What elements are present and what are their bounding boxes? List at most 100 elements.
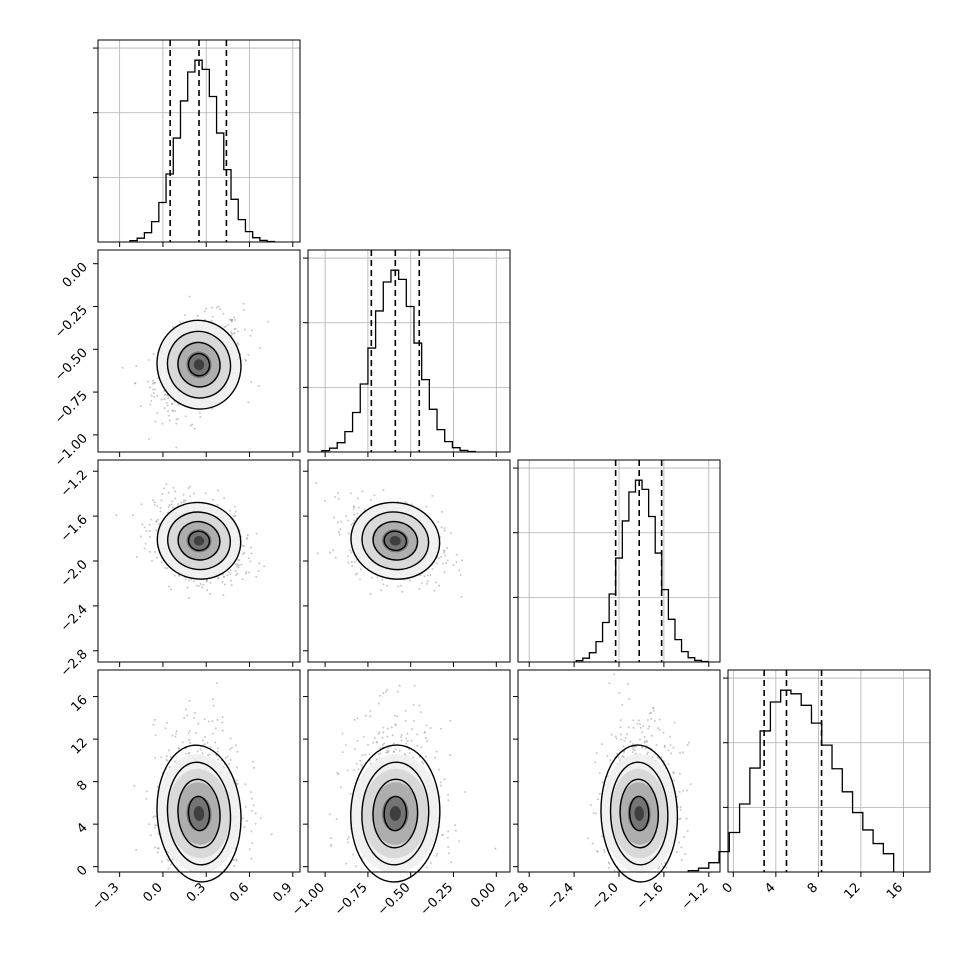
scatter-point	[633, 745, 636, 748]
scatter-point	[250, 809, 253, 812]
scatter-point	[156, 847, 159, 850]
scatter-point	[154, 551, 157, 554]
scatter-point	[685, 789, 688, 792]
scatter-point	[356, 717, 359, 720]
contour-3	[350, 501, 441, 580]
density-level	[634, 806, 644, 821]
scatter-point	[203, 743, 206, 746]
scatter-point	[420, 582, 423, 585]
scatter-point	[661, 865, 664, 868]
scatter-point	[167, 867, 170, 870]
scatter-point	[186, 714, 189, 717]
scatter-point	[233, 864, 236, 867]
scatter-point	[411, 728, 414, 731]
scatter-point	[252, 760, 255, 763]
scatter-point	[443, 529, 446, 532]
scatter-point	[203, 736, 206, 739]
scatter-point	[645, 740, 648, 743]
scatter-point	[165, 721, 168, 724]
scatter-point	[167, 414, 170, 417]
scatter-point	[148, 529, 151, 532]
scatter-point	[662, 731, 665, 734]
scatter-point	[615, 737, 618, 740]
scatter-point	[160, 398, 163, 401]
scatter-point	[416, 744, 419, 747]
scatter-point	[404, 500, 407, 503]
scatter-point	[452, 564, 455, 567]
scatter-point	[237, 343, 240, 346]
scatter-point	[259, 816, 262, 819]
scatter-point	[211, 720, 214, 723]
scatter-point	[152, 816, 155, 819]
scatter-point	[384, 751, 387, 754]
scatter-point	[240, 563, 243, 566]
scatter-point	[228, 763, 231, 766]
scatter-point	[614, 735, 617, 738]
scatter-point	[624, 736, 627, 739]
scatter-point	[206, 741, 209, 744]
scatter-point	[419, 711, 422, 714]
scatter-point	[663, 861, 666, 864]
scatter-point	[216, 750, 219, 753]
scatter-point	[355, 762, 358, 765]
scatter-point	[234, 570, 237, 573]
scatter-point	[350, 551, 353, 554]
y-tick-label: −2.8	[58, 647, 91, 680]
scatter-point	[641, 731, 644, 734]
scatter-point	[161, 422, 164, 425]
scatter-point	[410, 503, 413, 506]
scatter-point	[197, 585, 200, 588]
scatter-point	[156, 518, 159, 521]
scatter-point	[165, 401, 168, 404]
scatter-point	[132, 514, 135, 517]
scatter-point	[409, 579, 412, 582]
scatter-point	[347, 561, 350, 564]
scatter-point	[148, 437, 151, 440]
scatter-point	[446, 836, 449, 839]
scatter-point	[150, 394, 153, 397]
scatter-point	[617, 756, 620, 759]
scatter-point	[656, 727, 659, 730]
scatter-point	[353, 513, 356, 516]
scatter-point	[324, 499, 327, 502]
scatter-point	[339, 528, 342, 531]
scatter-point	[653, 720, 656, 723]
scatter-point	[433, 589, 436, 592]
y-tick-label: −0.25	[52, 303, 91, 342]
scatter-point	[145, 530, 148, 533]
scatter-point	[658, 718, 661, 721]
scatter-point	[680, 846, 683, 849]
scatter-point	[153, 846, 156, 849]
scatter-point	[403, 753, 406, 756]
scatter-point	[360, 763, 363, 766]
scatter-point	[663, 746, 666, 749]
scatter-point	[455, 560, 458, 563]
y-tick-label: −0.75	[52, 388, 91, 427]
scatter-point	[627, 726, 630, 729]
scatter-point	[461, 559, 464, 562]
scatter-point	[181, 741, 184, 744]
scatter-point	[223, 326, 226, 329]
contour-2	[361, 761, 430, 866]
scatter-point	[235, 779, 238, 782]
scatter-point	[446, 547, 449, 550]
scatter-point	[257, 385, 260, 388]
scatter-point	[356, 512, 359, 515]
contour-1	[619, 778, 660, 849]
scatter-point	[435, 852, 438, 855]
scatter-point	[345, 862, 348, 865]
scatter-point	[447, 846, 450, 849]
scatter-point	[140, 535, 143, 538]
scatter-point	[426, 740, 429, 743]
scatter-point	[211, 732, 214, 735]
scatter-point	[347, 555, 350, 558]
scatter-point	[667, 762, 670, 765]
scatter-point	[241, 544, 244, 547]
scatter-point	[613, 869, 616, 872]
scatter-point	[406, 732, 409, 735]
x-tick-label: 0.0	[141, 880, 166, 905]
scatter-point	[166, 567, 169, 570]
scatter-point	[184, 578, 187, 581]
histogram-panel-0	[93, 40, 300, 243]
scatter-point	[235, 744, 238, 747]
